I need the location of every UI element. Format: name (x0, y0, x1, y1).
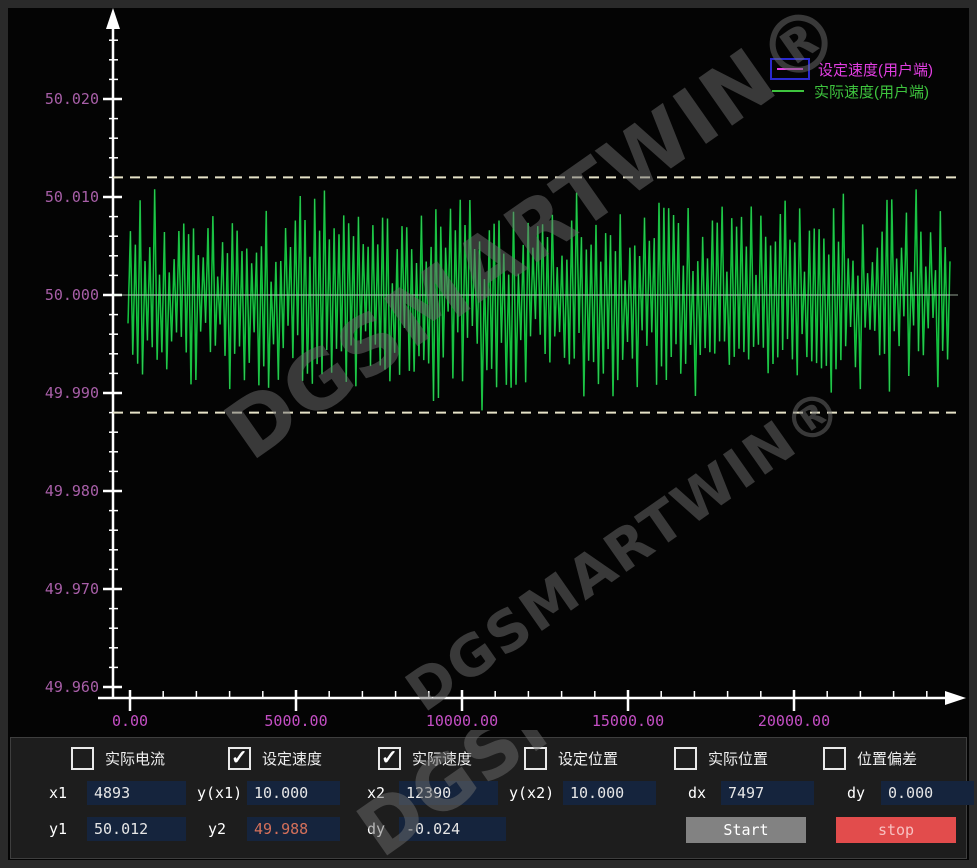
x-tick-label: 0.00 (112, 712, 148, 730)
yx1-field[interactable] (247, 781, 340, 805)
legend-item-set-speed[interactable]: 设定速度(用户端) (770, 58, 970, 80)
x1-label: x1 (49, 784, 68, 802)
legend-label-actual-speed: 实际速度(用户端) (814, 83, 929, 101)
actual-speed-trace (127, 189, 951, 411)
checkbox-set-speed[interactable]: 设定速度 (228, 745, 323, 770)
y2-field[interactable] (247, 817, 340, 841)
dx-field[interactable] (721, 781, 814, 805)
x-axis-arrow-icon (945, 691, 966, 705)
chart-legend: 设定速度(用户端) 实际速度(用户端) (770, 58, 970, 102)
x-tick-label: 10000.00 (426, 712, 498, 730)
checkbox-label: 设定位置 (558, 751, 619, 768)
x-tick-label: 20000.00 (758, 712, 830, 730)
actual-speed-line-swatch (772, 90, 804, 92)
y-tick-label: 49.960 (45, 678, 99, 696)
plot-canvas[interactable]: 50.020 50.010 50.000 49.990 49.980 49.970 49.9… (0, 0, 977, 737)
checkbox-box-actual-position[interactable] (674, 747, 697, 770)
x-tick-label: 15000.00 (592, 712, 664, 730)
checkbox-actual-position[interactable]: 实际位置 (674, 747, 768, 770)
x2-label: x2 (367, 784, 386, 802)
set-speed-line-swatch (777, 68, 803, 70)
app-background (8, 8, 969, 860)
control-panel: 实际电流 设定速度 实际速度 设定位置 实际位置 位置偏差 x1 y(x1) x… (10, 737, 974, 859)
checkbox-box-position-error[interactable] (823, 747, 846, 770)
checkbox-label: 实际速度 (412, 751, 473, 768)
checkbox-box-set-speed[interactable] (228, 745, 251, 770)
legend-item-actual-speed[interactable]: 实际速度(用户端) (770, 80, 970, 102)
checkbox-actual-speed[interactable]: 实际速度 (378, 745, 473, 770)
stop-button[interactable]: stop (836, 817, 956, 843)
checkbox-actual-current[interactable]: 实际电流 (71, 747, 165, 770)
dy2-label: dy (367, 820, 386, 838)
yx2-label: y(x2) (509, 784, 555, 802)
yx2-field[interactable] (563, 781, 656, 805)
dx-label: dx (688, 784, 707, 802)
checkbox-label: 位置偏差 (857, 751, 918, 768)
y-axis-arrow-icon (106, 8, 120, 29)
y1-label: y1 (49, 820, 68, 838)
yx1-label: y(x1) (197, 784, 243, 802)
checkbox-set-position[interactable]: 设定位置 (524, 747, 618, 770)
legend-selection-box (770, 58, 810, 80)
checkbox-label: 实际位置 (708, 751, 769, 768)
y2-label: y2 (208, 820, 227, 838)
legend-label-set-speed: 设定速度(用户端) (818, 61, 933, 79)
y-tick-label: 49.970 (45, 580, 99, 598)
checkbox-label: 实际电流 (105, 751, 166, 768)
x2-field[interactable] (399, 781, 498, 805)
x-tick-label: 5000.00 (264, 712, 327, 730)
dy2-field[interactable] (399, 817, 506, 841)
y-tick-label: 49.980 (45, 482, 99, 500)
dy-field[interactable] (881, 781, 974, 805)
checkbox-label: 设定速度 (262, 751, 323, 768)
y-tick-label: 50.020 (45, 90, 99, 108)
checkbox-box-actual-speed[interactable] (378, 745, 401, 770)
y-tick-label: 50.010 (45, 188, 99, 206)
checkbox-box-set-position[interactable] (524, 747, 547, 770)
dy-label: dy (847, 784, 866, 802)
x1-field[interactable] (87, 781, 186, 805)
y1-field[interactable] (87, 817, 186, 841)
y-tick-label: 49.990 (45, 384, 99, 402)
start-button[interactable]: Start (686, 817, 806, 843)
y-tick-label: 50.000 (45, 286, 99, 304)
checkbox-position-error[interactable]: 位置偏差 (823, 747, 917, 770)
checkbox-box-actual-current[interactable] (71, 747, 94, 770)
